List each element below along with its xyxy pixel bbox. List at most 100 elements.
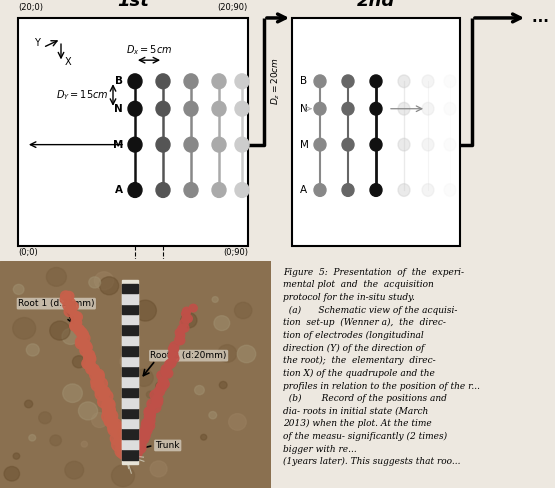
Circle shape [398,183,410,196]
Circle shape [13,453,19,459]
Circle shape [235,183,249,198]
Bar [123,388,138,397]
Bar [123,398,138,407]
Circle shape [128,102,142,116]
Bar [18,18,248,246]
Circle shape [75,336,87,347]
Circle shape [108,419,122,431]
Circle shape [152,395,163,405]
Circle shape [98,386,110,398]
Circle shape [212,137,226,152]
Circle shape [65,461,84,479]
Circle shape [73,325,84,335]
Bar [123,346,138,356]
Circle shape [92,369,104,381]
Text: Root 2 (d:20mm): Root 2 (d:20mm) [150,351,227,360]
Circle shape [314,183,326,196]
Text: (20;0): (20;0) [18,2,43,12]
Circle shape [139,430,150,441]
Circle shape [422,102,434,115]
Circle shape [13,318,36,339]
Circle shape [118,427,132,440]
Bar [123,284,138,293]
Circle shape [63,384,82,403]
Circle shape [105,410,118,422]
Circle shape [121,449,135,463]
Circle shape [212,183,226,198]
Circle shape [398,102,410,115]
Circle shape [144,416,155,426]
Circle shape [342,183,354,196]
Circle shape [79,333,90,344]
Circle shape [229,414,246,430]
Circle shape [112,465,134,487]
Circle shape [95,378,108,389]
Circle shape [73,356,85,368]
Text: Y: Y [34,38,40,47]
Circle shape [235,137,249,152]
Circle shape [218,345,236,363]
Circle shape [89,277,100,288]
Circle shape [26,344,39,356]
Circle shape [116,440,130,453]
Circle shape [78,402,98,420]
Circle shape [64,291,74,301]
Circle shape [157,383,166,392]
Circle shape [80,340,91,351]
Circle shape [156,74,170,89]
Circle shape [314,138,326,151]
Text: (20;90): (20;90) [218,2,248,12]
Circle shape [182,315,190,323]
Circle shape [71,318,82,327]
Circle shape [128,446,140,457]
Circle shape [314,102,326,115]
Circle shape [72,312,82,322]
Circle shape [235,102,249,116]
Circle shape [144,407,155,418]
Text: $D_Y=15cm$: $D_Y=15cm$ [57,88,109,102]
Circle shape [136,269,162,297]
Circle shape [108,421,121,433]
Circle shape [99,277,119,295]
Circle shape [50,321,70,340]
Circle shape [184,74,198,89]
Circle shape [60,291,70,301]
Circle shape [178,325,186,333]
Circle shape [212,297,218,303]
Circle shape [128,74,142,89]
Circle shape [83,359,95,370]
Circle shape [134,440,146,451]
Circle shape [180,319,189,327]
Circle shape [159,379,169,389]
Circle shape [342,138,354,151]
Circle shape [422,183,434,196]
Circle shape [29,434,36,441]
Bar [123,429,138,439]
Circle shape [104,415,117,427]
Circle shape [141,422,153,432]
Circle shape [175,328,184,337]
Circle shape [370,102,382,115]
Circle shape [143,420,155,431]
Bar [123,336,138,345]
Text: M: M [113,140,123,150]
Text: B: B [300,76,307,86]
Circle shape [157,382,166,391]
Text: Figure  5:  Presentation  of  the  experi-
mental plot  and  the  acquisition
pr: Figure 5: Presentation of the experi- me… [283,268,480,466]
Circle shape [175,336,184,344]
Circle shape [150,461,167,477]
Bar [123,450,138,460]
Circle shape [342,102,354,115]
Text: 2nd: 2nd [357,0,395,9]
Circle shape [102,400,114,412]
Circle shape [98,396,110,408]
Circle shape [150,390,160,400]
Circle shape [156,137,170,152]
Circle shape [95,385,107,396]
Circle shape [94,272,114,290]
Circle shape [90,369,102,381]
Circle shape [70,321,81,331]
Circle shape [162,368,171,377]
Circle shape [166,359,176,367]
Circle shape [135,369,153,386]
